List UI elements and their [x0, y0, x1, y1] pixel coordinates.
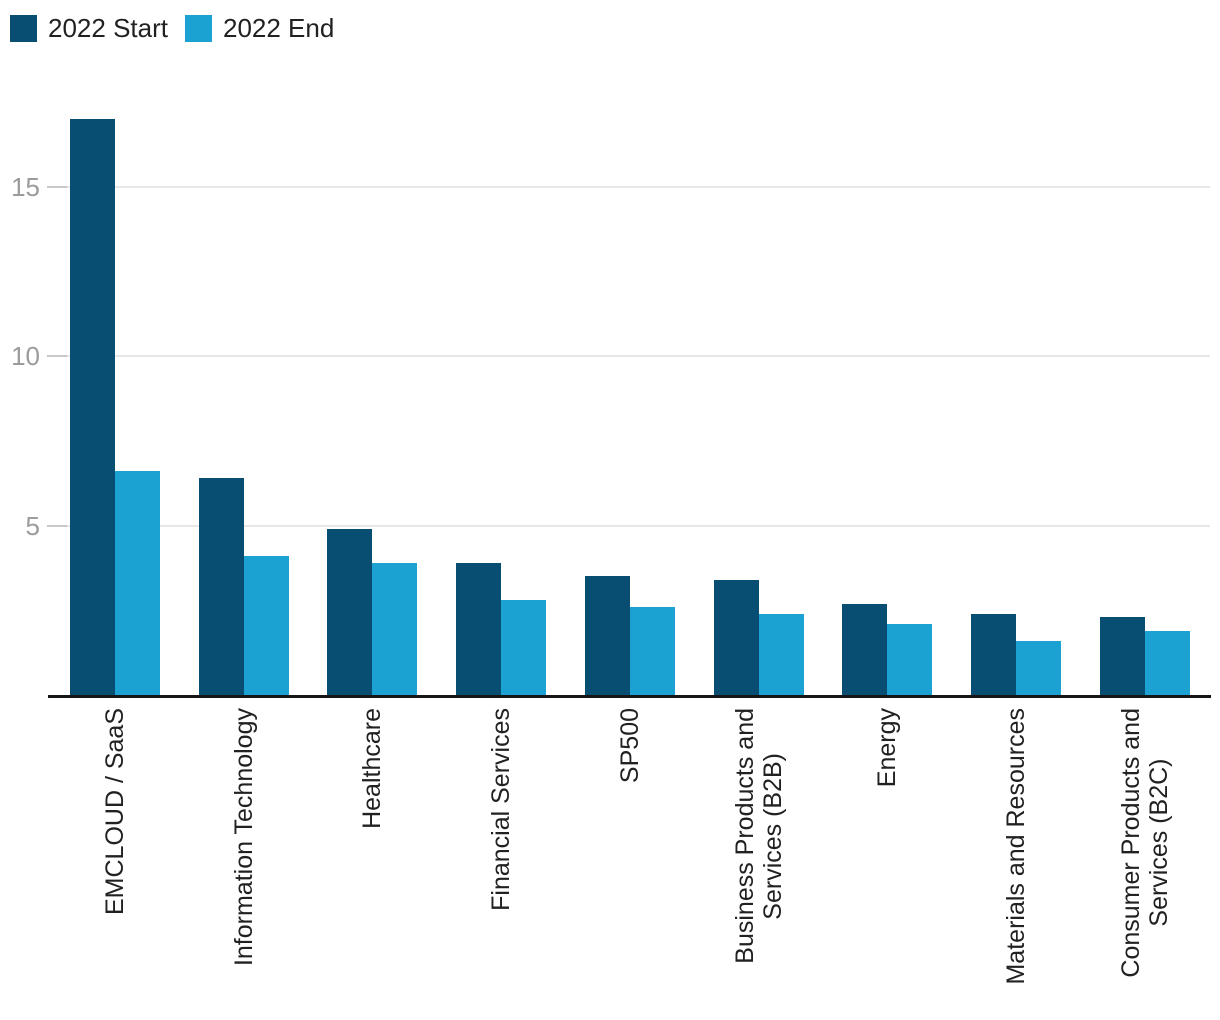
- bar-2022-end: [372, 562, 418, 695]
- y-axis-tick: [47, 185, 67, 188]
- legend-item: 2022 End: [184, 13, 335, 44]
- bar-2022-start: [1099, 617, 1145, 695]
- bar-2022-start: [456, 562, 502, 695]
- x-axis-label-text: Materials and Resources: [1001, 708, 1030, 985]
- bar-2022-start: [713, 579, 759, 695]
- legend-item: 2022 Start: [10, 13, 168, 44]
- bar-2022-start: [70, 119, 115, 695]
- bar-2022-start: [970, 613, 1016, 695]
- legend-label: 2022 Start: [48, 13, 168, 43]
- bar-2022-end: [1144, 630, 1190, 695]
- legend-swatch: [184, 15, 212, 42]
- bar-2022-end: [501, 600, 547, 695]
- gridline: [48, 524, 1210, 527]
- y-axis-tick: [47, 524, 67, 527]
- legend-label: 2022 End: [222, 13, 335, 43]
- bar-2022-end: [629, 606, 675, 695]
- bar-2022-start: [327, 529, 373, 695]
- bar-2022-end: [758, 613, 804, 695]
- x-axis-label-text: Consumer Products and Services (B2C): [1116, 708, 1173, 978]
- x-axis-label-text: SP500: [615, 708, 644, 784]
- chart-legend: 2022 Start 2022 End: [10, 13, 334, 44]
- bar-2022-end: [1015, 640, 1061, 695]
- x-axis-label-text: Healthcare: [358, 708, 387, 829]
- y-axis-tick: [47, 355, 67, 358]
- y-axis-label: 15: [11, 171, 40, 202]
- bar-2022-end: [243, 556, 289, 695]
- bar-2022-start: [584, 576, 630, 695]
- gridline: [48, 355, 1210, 358]
- x-axis-label-text: Energy: [873, 708, 902, 788]
- legend-swatch: [10, 15, 37, 42]
- x-axis-label-text: Business Products and Services (B2B): [730, 708, 787, 964]
- x-axis-label-text: Information Technology: [229, 708, 258, 967]
- x-axis-label-text: EMCLOUD / SaaS: [101, 708, 129, 916]
- bar-2022-end: [887, 623, 933, 695]
- bar-2022-start: [842, 603, 888, 695]
- x-axis-label-text: Financial Services: [487, 708, 516, 911]
- bar-2022-start: [198, 478, 244, 695]
- x-axis-baseline: [48, 695, 1211, 698]
- bar-2022-end: [115, 471, 160, 695]
- y-axis-label: 5: [25, 510, 40, 541]
- gridline: [48, 185, 1210, 188]
- x-axis-label: Consumer Products and Services (B2C): [1045, 708, 1220, 1018]
- y-axis-label: 10: [11, 341, 40, 372]
